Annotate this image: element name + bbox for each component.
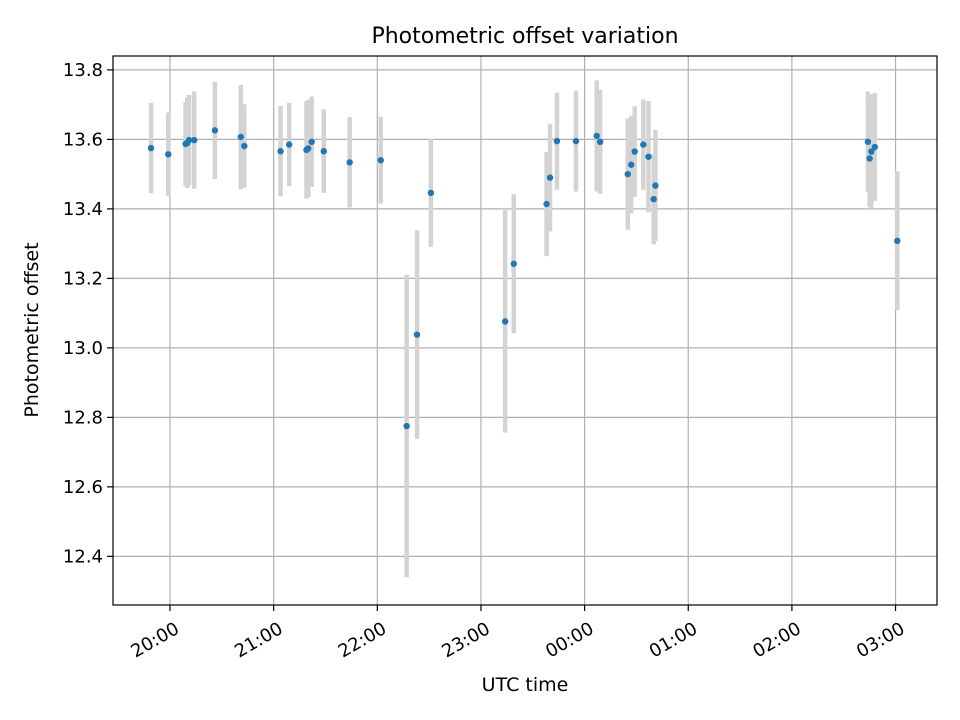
data-point (501, 318, 509, 325)
data-point (147, 144, 155, 152)
y-tick-label: 13.6 (63, 129, 103, 150)
data-point (864, 138, 872, 146)
data-point (593, 132, 600, 140)
data-point (871, 143, 879, 151)
data-point (596, 138, 604, 146)
data-point (427, 189, 435, 197)
grid (113, 56, 937, 605)
data-point (572, 137, 580, 145)
data-point (866, 155, 873, 162)
data-point (543, 200, 550, 208)
data-point (185, 136, 193, 144)
data-point (241, 142, 248, 150)
data-point (305, 145, 312, 152)
data-point (628, 161, 635, 168)
plot-frame (112, 55, 938, 606)
x-axis-label: UTC time (482, 674, 569, 696)
data-point (165, 151, 172, 158)
data-point (868, 148, 875, 155)
y-tick-label: 12.4 (63, 546, 103, 567)
y-axis-label: Photometric offset (21, 242, 43, 417)
data-point (652, 182, 659, 189)
data-point (631, 148, 638, 155)
data-point (377, 157, 384, 164)
data-point (403, 422, 410, 430)
data-point (190, 136, 198, 144)
y-tick-label: 13.2 (63, 268, 103, 289)
y-tick-label: 13.0 (63, 338, 103, 359)
y-tick-label: 13.8 (63, 60, 103, 81)
data-point (553, 137, 561, 145)
chart-title: Photometric offset variation (371, 24, 678, 49)
y-axis-ticks: 12.4 12.6 12.8 13.0 13.2 13.4 13.6 13.8 (63, 60, 113, 567)
data-point (640, 141, 647, 148)
data-point (237, 133, 245, 141)
data-point (624, 170, 631, 178)
data-point (320, 148, 327, 155)
data-point (650, 195, 657, 203)
data-point (286, 141, 293, 148)
data-point (413, 331, 421, 338)
data-point (277, 148, 284, 155)
y-tick-label: 12.8 (63, 407, 103, 428)
data-point (546, 174, 554, 181)
data-point (645, 153, 652, 160)
data-points (147, 127, 901, 430)
data-point (346, 159, 353, 166)
data-point (894, 237, 901, 245)
y-tick-label: 13.4 (63, 199, 103, 220)
y-tick-label: 12.6 (63, 477, 103, 498)
data-point (308, 138, 315, 146)
data-point (211, 127, 219, 134)
data-point (510, 260, 517, 267)
